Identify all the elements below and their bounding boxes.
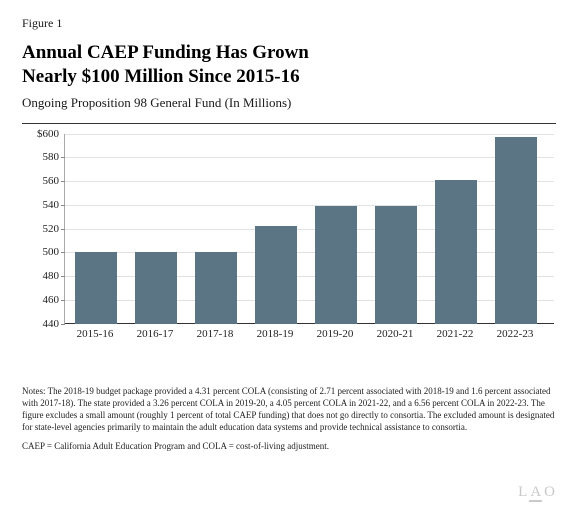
x-axis-label: 2020-21 [377,328,414,340]
bar [315,206,357,324]
y-axis-label: 580 [25,151,59,163]
y-tick [61,205,65,206]
lao-logo: LAO [518,484,558,501]
chart-title: Annual CAEP Funding Has Grown Nearly $10… [22,41,558,89]
y-axis-label: 560 [25,175,59,187]
grid-line [65,157,554,158]
bar [135,252,177,323]
y-axis-label: 500 [25,246,59,258]
title-line-1: Annual CAEP Funding Has Grown [22,42,309,63]
chart-subtitle: Ongoing Proposition 98 General Fund (In … [22,95,558,111]
x-axis-label: 2018-19 [257,328,294,340]
x-axis-label: 2021-22 [437,328,474,340]
x-axis-labels: 2015-16 2016-17 2017-18 2018-19 2019-20 2020-… [64,328,554,344]
x-axis-label: 2016-17 [137,328,174,340]
grid-line [65,229,554,230]
y-tick [61,157,65,158]
y-axis-label: 440 [25,318,59,330]
x-axis-label: 2017-18 [197,328,234,340]
y-axis-label: 480 [25,270,59,282]
y-axis-label: 460 [25,294,59,306]
x-axis-label: 2022-23 [497,328,534,340]
y-tick [61,276,65,277]
chart-notes: Notes: The 2018-19 budget package provid… [22,385,558,434]
figure-label: Figure 1 [22,16,558,31]
title-line-2: Nearly $100 Million Since 2015-16 [22,66,300,87]
y-tick [61,229,65,230]
y-tick [61,181,65,182]
bar [75,252,117,323]
plot-area: 440460480500520540560580$600 [64,134,554,324]
bar [495,137,537,323]
bar [255,226,297,323]
x-axis-label: 2015-16 [77,328,114,340]
bar-chart: 440460480500520540560580$600 2015-162016… [22,123,556,355]
grid-line [65,181,554,182]
y-axis-label: 540 [25,199,59,211]
abbreviations: CAEP = California Adult Education Progra… [22,441,558,451]
y-tick [61,252,65,253]
grid-line [65,134,554,135]
y-axis-label: $600 [25,128,59,140]
grid-line [65,205,554,206]
bar [435,180,477,324]
y-tick [61,300,65,301]
bar [375,206,417,324]
bar [195,252,237,323]
x-axis-label: 2019-20 [317,328,354,340]
y-axis-label: 520 [25,223,59,235]
y-tick [61,324,65,325]
